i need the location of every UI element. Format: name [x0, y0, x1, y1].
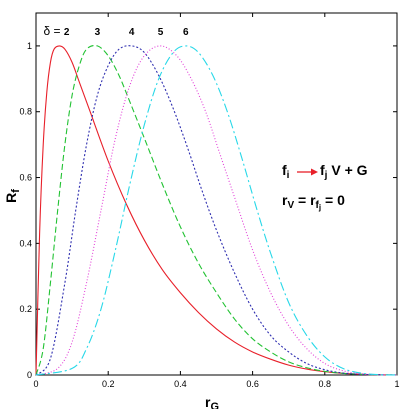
svg-text:rV = rfj = 0: rV = rfj = 0 [282, 192, 345, 212]
process-fi: f [282, 162, 287, 178]
process-fj-sub: j [324, 170, 328, 181]
x-tick-label: 0.2 [102, 379, 115, 389]
series-label-text: 6 [183, 27, 189, 38]
x-tick-label: 0 [33, 379, 38, 389]
series-line-delta-5 [35, 45, 398, 376]
y-tick-label: 0.6 [19, 173, 32, 183]
series-line-delta-2 [35, 45, 398, 376]
series-label-delta-3: 3 [95, 27, 101, 38]
series-label-text: 4 [129, 27, 135, 38]
series-label-text: 3 [95, 27, 101, 38]
y-tick-label: 0.4 [19, 238, 32, 248]
x-tick-label: 1 [394, 379, 399, 389]
condition-annotation: rV = rfj = 0 [282, 192, 345, 212]
series-labels: δ = 2 3 4 5 6 [44, 24, 189, 38]
x-tick-label: 0.8 [319, 379, 332, 389]
process-annotation: fi fj V + G [282, 162, 368, 181]
x-tick-label: 0.4 [174, 379, 187, 389]
series-group [35, 44, 398, 376]
process-rest: V + G [327, 162, 367, 178]
y-tick-label: 1 [27, 41, 32, 51]
process-arrow-head [311, 168, 318, 176]
svg-text:fi: fi [282, 162, 290, 181]
y-tick-label: 0 [27, 370, 32, 380]
delta-prefix: δ = [44, 24, 64, 38]
series-label-delta-5: 5 [158, 27, 164, 38]
axis-ticks: 0 0.2 0.4 0.6 0.8 1 0 0.2 0.4 0.6 0.8 1 [19, 13, 400, 389]
series-label-text: 5 [158, 27, 164, 38]
series-line-delta-4 [35, 45, 398, 376]
process-fi-sub: i [287, 170, 290, 181]
svg-text:fj V + G: fj V + G [320, 162, 368, 181]
series-label-delta-6: 6 [183, 27, 189, 38]
series-line-delta-6 [35, 45, 398, 376]
x-axis-label: rG [205, 394, 219, 409]
y-axis-label: Rf [3, 189, 22, 203]
plot-frame [35, 12, 398, 376]
x-tick-label: 0.6 [246, 379, 259, 389]
process-fj: f [320, 162, 325, 178]
series-label-delta-2: δ = 2 [44, 24, 70, 38]
series-label-text: 2 [64, 27, 70, 38]
series-line-delta-3 [35, 44, 398, 376]
series-label-delta-4: 4 [129, 27, 135, 38]
y-tick-label: 0.8 [19, 107, 32, 117]
y-tick-label: 0.2 [19, 304, 32, 314]
